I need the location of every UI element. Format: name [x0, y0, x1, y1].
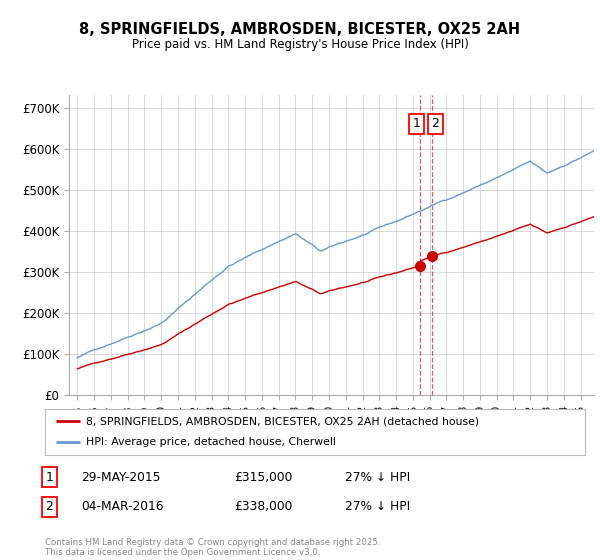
- Text: HPI: Average price, detached house, Cherwell: HPI: Average price, detached house, Cher…: [86, 437, 335, 447]
- Text: 04-MAR-2016: 04-MAR-2016: [81, 500, 163, 514]
- Text: 1: 1: [413, 118, 421, 130]
- Text: £338,000: £338,000: [234, 500, 292, 514]
- Text: 1: 1: [45, 470, 53, 484]
- Text: Price paid vs. HM Land Registry's House Price Index (HPI): Price paid vs. HM Land Registry's House …: [131, 38, 469, 51]
- Text: Contains HM Land Registry data © Crown copyright and database right 2025.
This d: Contains HM Land Registry data © Crown c…: [45, 538, 380, 557]
- Text: 29-MAY-2015: 29-MAY-2015: [81, 470, 161, 484]
- Text: 8, SPRINGFIELDS, AMBROSDEN, BICESTER, OX25 2AH: 8, SPRINGFIELDS, AMBROSDEN, BICESTER, OX…: [79, 22, 521, 38]
- Text: 27% ↓ HPI: 27% ↓ HPI: [345, 500, 410, 514]
- Text: 2: 2: [431, 118, 439, 130]
- Text: £315,000: £315,000: [234, 470, 292, 484]
- Text: 8, SPRINGFIELDS, AMBROSDEN, BICESTER, OX25 2AH (detached house): 8, SPRINGFIELDS, AMBROSDEN, BICESTER, OX…: [86, 416, 479, 426]
- Text: 27% ↓ HPI: 27% ↓ HPI: [345, 470, 410, 484]
- Text: 2: 2: [45, 500, 53, 514]
